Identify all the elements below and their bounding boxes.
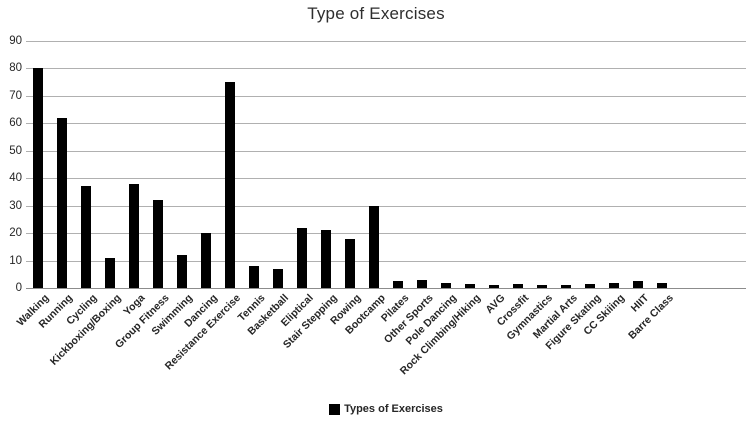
bar: [489, 285, 499, 288]
bar: [57, 117, 67, 288]
y-tick-label: 0: [15, 282, 22, 294]
bar: [129, 183, 139, 288]
plot-area: [26, 41, 746, 289]
x-axis-line: [26, 288, 746, 289]
gridline: [26, 233, 746, 235]
gridline: [26, 68, 746, 70]
y-tick-label: 30: [9, 199, 22, 212]
bar: [657, 282, 667, 288]
bar: [465, 283, 475, 288]
bar: [417, 279, 427, 288]
gridline: [26, 41, 746, 42]
y-tick-label: 90: [9, 35, 22, 47]
legend: Types of Exercises: [26, 403, 746, 415]
bar: [585, 283, 595, 288]
bar: [225, 82, 235, 288]
bar: [321, 230, 331, 288]
bar: [273, 268, 283, 288]
bar: [201, 233, 211, 288]
chart-title: Type of Exercises: [307, 4, 445, 23]
bar: [105, 257, 115, 288]
bar: [249, 266, 259, 288]
gridline: [26, 260, 746, 262]
bar: [441, 282, 451, 288]
gridline: [26, 123, 746, 125]
y-tick-label: 20: [9, 227, 22, 240]
y-tick-label: 40: [9, 172, 22, 185]
bar: [561, 285, 571, 288]
legend-swatch-icon: [329, 403, 341, 415]
bar: [609, 282, 619, 288]
y-tick-label: 10: [9, 254, 22, 267]
gridline: [26, 178, 746, 180]
bar: [153, 200, 163, 288]
y-tick-label: 50: [9, 144, 22, 157]
gridline: [26, 205, 746, 207]
y-tick-label: 80: [9, 62, 22, 75]
gridline: [26, 95, 746, 97]
y-tick-label: 70: [9, 89, 22, 102]
bar: [345, 238, 355, 288]
bar: [177, 255, 187, 288]
bar: [297, 227, 307, 288]
bar: [633, 281, 643, 288]
bar: [33, 68, 43, 288]
bar: [513, 283, 523, 288]
legend-label: Types of Exercises: [344, 403, 443, 415]
bar: [369, 205, 379, 288]
bar: [537, 285, 547, 288]
bar: [393, 281, 403, 288]
y-tick-label: 60: [9, 117, 22, 130]
gridline: [26, 150, 746, 152]
bar: [81, 186, 91, 288]
